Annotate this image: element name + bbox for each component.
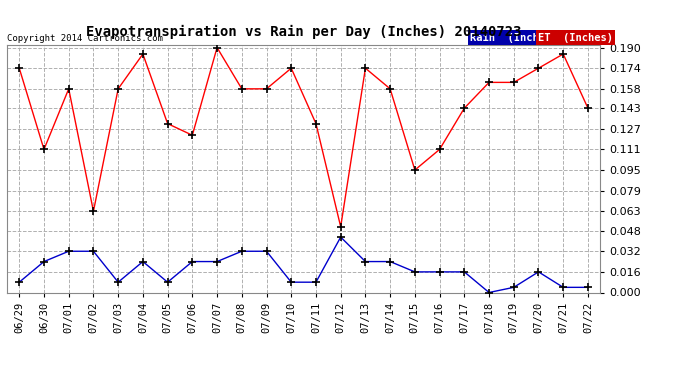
Text: Rain  (Inches): Rain (Inches) (470, 33, 558, 42)
Text: ET  (Inches): ET (Inches) (538, 33, 613, 42)
Text: Evapotranspiration vs Rain per Day (Inches) 20140723: Evapotranspiration vs Rain per Day (Inch… (86, 24, 522, 39)
Text: Copyright 2014 Cartronics.com: Copyright 2014 Cartronics.com (7, 33, 163, 42)
